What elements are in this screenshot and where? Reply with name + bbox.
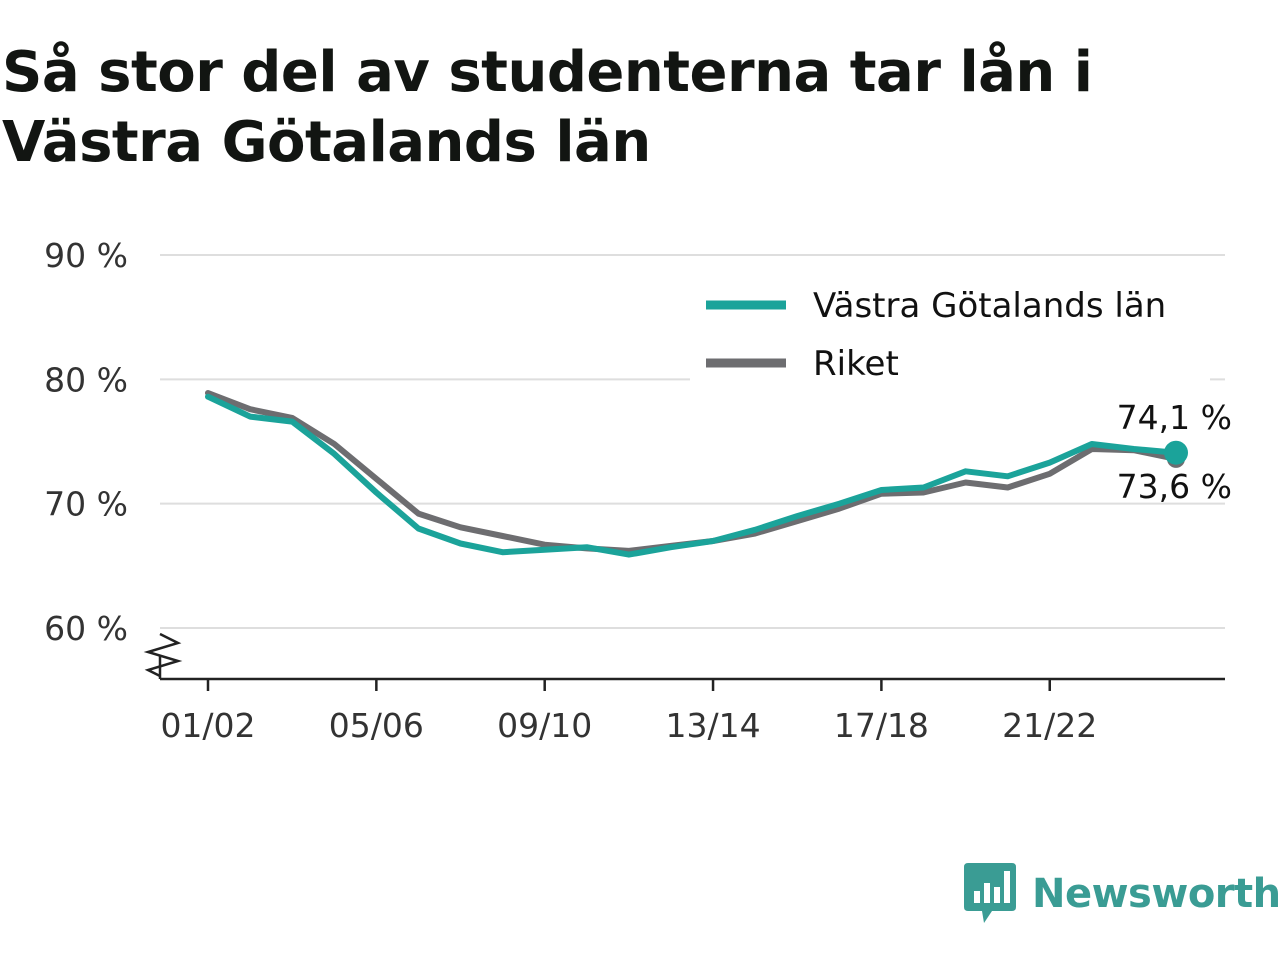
x-tick-label: 01/02 bbox=[160, 706, 255, 745]
x-tick-label: 09/10 bbox=[497, 706, 592, 745]
legend-label: Västra Götalands län bbox=[813, 286, 1166, 326]
y-tick-label: 60 % bbox=[44, 609, 128, 648]
gridlines: 60 % 70 % 80 % 90 % bbox=[44, 236, 1225, 648]
x-tick-label: 17/18 bbox=[834, 706, 929, 745]
x-tick-label: 21/22 bbox=[1002, 706, 1097, 745]
axes: 01/02 05/06 09/10 13/14 17/18 21/22 bbox=[143, 632, 1225, 745]
axis-break-icon bbox=[143, 632, 183, 678]
legend: Västra Götalands län Riket bbox=[690, 280, 1210, 384]
brand-name: Newsworthy bbox=[1032, 871, 1280, 917]
brand-logo: Newsworthy bbox=[964, 862, 1280, 926]
chart-title: Så stor del av studenterna tar lån i Väs… bbox=[2, 40, 1093, 175]
end-value-label: 74,1 % bbox=[1117, 398, 1232, 437]
x-tick-label: 13/14 bbox=[665, 706, 760, 745]
end-labels: 74,1 % 73,6 % bbox=[1117, 398, 1232, 506]
series-end-point bbox=[1164, 440, 1188, 465]
end-value-label: 73,6 % bbox=[1117, 467, 1232, 506]
y-tick-label: 90 % bbox=[44, 236, 128, 275]
series-lines bbox=[205, 390, 1188, 558]
series-line-vastra-gotaland bbox=[205, 393, 1179, 558]
y-tick-label: 70 % bbox=[44, 485, 128, 524]
x-tick-label: 05/06 bbox=[329, 706, 424, 745]
newsworthy-logo-icon bbox=[964, 863, 1016, 923]
y-tick-label: 80 % bbox=[44, 360, 128, 399]
legend-label: Riket bbox=[813, 344, 899, 384]
